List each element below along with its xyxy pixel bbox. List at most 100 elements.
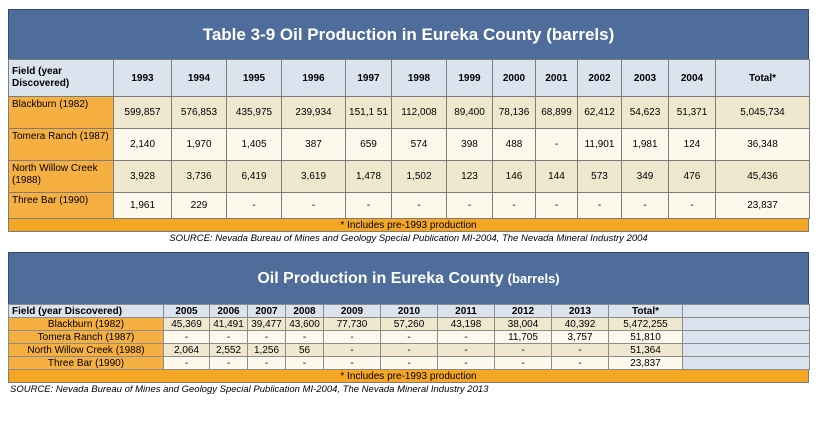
table2-value-cell: - (380, 356, 438, 370)
table1-value-cell: 51,371 (668, 96, 716, 129)
table1-total-cell: 45,436 (715, 160, 810, 193)
table2-value-cell: - (494, 356, 552, 370)
table1-value-cell: 68,899 (535, 96, 578, 129)
table1: Field (year Discovered) 1993 1994 1995 1… (8, 59, 810, 219)
table2-field-cell: Tomera Ranch (1987) (8, 330, 164, 344)
table1-field-cell: Tomera Ranch (1987) (8, 128, 114, 161)
table2-value-cell: - (494, 343, 552, 357)
table1-value-cell: 398 (446, 128, 493, 161)
table1-value-cell: 89,400 (446, 96, 493, 129)
table-row: Three Bar (1990) - - - - - - - - - 23,83… (8, 356, 810, 370)
table1-year-header: 2000 (492, 59, 536, 97)
table1-value-cell: - (535, 128, 578, 161)
table1-value-cell: 476 (668, 160, 716, 193)
table1-value-cell: - (226, 192, 282, 219)
table2-value-cell: 41,491 (209, 317, 248, 331)
table1-value-cell: - (668, 192, 716, 219)
table1-value-cell: 1,405 (226, 128, 282, 161)
table1-value-cell: 1,478 (345, 160, 392, 193)
table1-year-header: 1997 (345, 59, 392, 97)
table1-value-cell: 11,901 (577, 128, 622, 161)
table2-value-cell: 77,730 (323, 317, 381, 331)
table2-empty-cell (682, 330, 810, 344)
table-row: North Willow Creek (1988) 2,064 2,552 1,… (8, 343, 810, 357)
table1-year-header: 1994 (171, 59, 227, 97)
table2-year-header: 2009 (323, 304, 381, 318)
table1-value-cell: 3,619 (281, 160, 346, 193)
table2-field-cell: Three Bar (1990) (8, 356, 164, 370)
table1-year-header: 1999 (446, 59, 493, 97)
table2-empty-header (682, 304, 810, 318)
table1-year-header: 2002 (577, 59, 622, 97)
table2: Field (year Discovered) 2005 2006 2007 2… (8, 304, 810, 370)
table1-total-header: Total* (715, 59, 810, 97)
table2-field-cell: North Willow Creek (1988) (8, 343, 164, 357)
table2-value-cell: - (285, 356, 324, 370)
table1-value-cell: 488 (492, 128, 536, 161)
table1-value-cell: 574 (391, 128, 447, 161)
table1-value-cell: 349 (621, 160, 669, 193)
table2-value-cell: - (247, 356, 286, 370)
table1-value-cell: 387 (281, 128, 346, 161)
table1-value-cell: 3,928 (113, 160, 172, 193)
table2-value-cell: - (323, 356, 381, 370)
table1-value-cell: 78,136 (492, 96, 536, 129)
table-row: North Willow Creek (1988) 3,928 3,736 6,… (8, 160, 810, 193)
table2-year-header: 2007 (247, 304, 286, 318)
table2-value-cell: 43,198 (437, 317, 495, 331)
table1-value-cell: 239,934 (281, 96, 346, 129)
table2-value-cell: - (247, 330, 286, 344)
table1-year-header: 2004 (668, 59, 716, 97)
table2-value-cell: - (437, 330, 495, 344)
table2-title-banner: Oil Production in Eureka County (barrels… (8, 252, 809, 304)
table2-value-cell: 38,004 (494, 317, 552, 331)
table1-header-row: Field (year Discovered) 1993 1994 1995 1… (8, 59, 810, 97)
table-row: Blackburn (1982) 599,857 576,853 435,975… (8, 96, 810, 129)
table1-value-cell: 1,502 (391, 160, 447, 193)
table1-field-cell: Blackburn (1982) (8, 96, 114, 129)
table2-value-cell: - (163, 356, 210, 370)
table2-value-cell: 57,260 (380, 317, 438, 331)
table1-value-cell: 123 (446, 160, 493, 193)
table2-year-header: 2006 (209, 304, 248, 318)
table1-value-cell: 2,140 (113, 128, 172, 161)
table1-value-cell: - (446, 192, 493, 219)
table1-value-cell: - (345, 192, 392, 219)
table1-value-cell: - (281, 192, 346, 219)
table2-field-header: Field (year Discovered) (8, 304, 164, 318)
table1-value-cell: 659 (345, 128, 392, 161)
table1-value-cell: 573 (577, 160, 622, 193)
table1-value-cell: 112,008 (391, 96, 447, 129)
table1-field-cell: Three Bar (1990) (8, 192, 114, 219)
table2-value-cell: 11,705 (494, 330, 552, 344)
table2-total-header: Total* (608, 304, 683, 318)
table1-value-cell: - (577, 192, 622, 219)
table1-total-cell: 23,837 (715, 192, 810, 219)
table1-total-cell: 36,348 (715, 128, 810, 161)
table1-value-cell: 151,1 51 (345, 96, 392, 129)
table1-footnote: * Includes pre-1993 production (8, 219, 809, 232)
table2-value-cell: 39,477 (247, 317, 286, 331)
table1-value-cell: - (492, 192, 536, 219)
table2-source: SOURCE: Nevada Bureau of Mines and Geolo… (10, 384, 489, 395)
table2-value-cell: - (551, 356, 609, 370)
table2-title-suffix: (barrels) (507, 271, 560, 286)
table2-value-cell: 45,369 (163, 317, 210, 331)
table1-value-cell: 1,981 (621, 128, 669, 161)
table1-title: Table 3-9 Oil Production in Eureka Count… (202, 24, 615, 44)
table1-value-cell: 146 (492, 160, 536, 193)
table2-empty-cell (682, 343, 810, 357)
table2-value-cell: - (323, 330, 381, 344)
table-row: Three Bar (1990) 1,961 229 - - - - - - -… (8, 192, 810, 219)
table2-value-cell: 56 (285, 343, 324, 357)
table2-value-cell: - (209, 356, 248, 370)
table2-header-row: Field (year Discovered) 2005 2006 2007 2… (8, 304, 810, 318)
table2-empty-cell (682, 317, 810, 331)
table2-value-cell: - (380, 343, 438, 357)
table1-year-header: 1993 (113, 59, 172, 97)
table1-value-cell: 1,970 (171, 128, 227, 161)
table1-year-header: 2003 (621, 59, 669, 97)
table2-value-cell: 3,757 (551, 330, 609, 344)
table2-value-cell: - (437, 356, 495, 370)
table1-year-header: 1998 (391, 59, 447, 97)
